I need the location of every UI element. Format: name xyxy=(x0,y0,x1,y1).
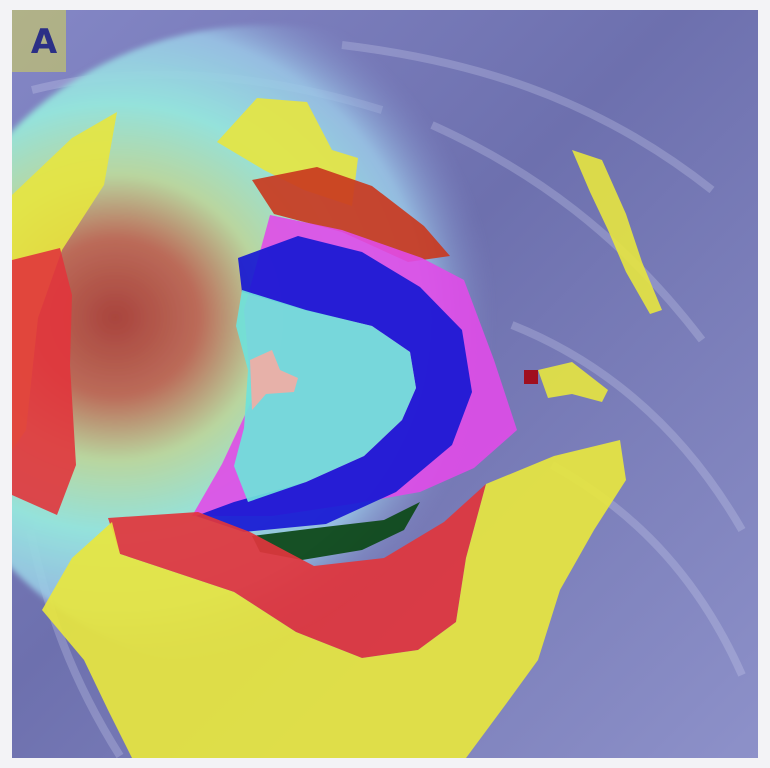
red-region-bottom xyxy=(108,484,486,658)
orange-red-region-top xyxy=(252,167,450,262)
xray-heatmap-segmentation-image xyxy=(12,10,758,758)
dark-green-region xyxy=(252,502,420,560)
blue-region xyxy=(196,236,472,532)
yellow-corner-mark xyxy=(12,10,66,72)
yellow-region-right-streak xyxy=(572,150,662,314)
pink-region xyxy=(250,350,298,410)
red-dot-right xyxy=(524,370,538,384)
yellow-region-right-blob xyxy=(538,362,608,402)
yellow-region-bottom xyxy=(42,440,626,758)
cyan-region xyxy=(234,290,416,502)
xray-overlay-panel xyxy=(12,10,758,758)
yellow-region-left xyxy=(12,112,117,450)
red-region-left xyxy=(12,248,76,515)
